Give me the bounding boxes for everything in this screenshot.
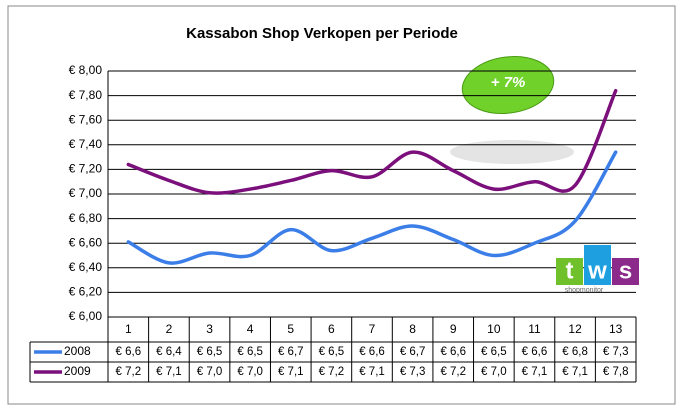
logo-tile (584, 245, 611, 285)
data-label: € 6,6 (440, 346, 466, 358)
data-label: € 7,2 (116, 366, 142, 378)
x-tick-label: 5 (287, 322, 294, 336)
data-label: € 7,2 (440, 366, 466, 378)
data-label: € 7,1 (562, 366, 588, 378)
data-label: € 6,5 (319, 346, 345, 358)
logo-letter: s (619, 257, 632, 284)
x-tick-label: 3 (206, 322, 213, 336)
data-label: € 7,8 (603, 366, 629, 378)
y-tick-label: € 7,40 (69, 137, 103, 151)
y-tick-label: € 6,60 (69, 235, 103, 249)
x-tick-label: 2 (166, 322, 173, 336)
logo-caption: shopmonitor (565, 287, 604, 294)
x-tick-label: 8 (409, 322, 416, 336)
y-tick-label: € 6,00 (69, 309, 103, 323)
data-label: € 6,4 (156, 346, 182, 358)
y-tick-label: € 6,80 (69, 211, 103, 225)
data-label: € 7,0 (237, 366, 263, 378)
data-label: € 7,0 (481, 366, 507, 378)
data-label: € 6,7 (278, 346, 304, 358)
data-label: € 7,0 (197, 366, 223, 378)
x-tick-label: 9 (450, 322, 457, 336)
y-tick-label: € 7,60 (69, 112, 103, 126)
logo-letter: w (587, 257, 607, 284)
data-label: € 7,3 (400, 366, 426, 378)
x-tick-label: 11 (528, 322, 541, 336)
y-tick-label: € 7,80 (69, 88, 103, 102)
x-tick-label: 12 (568, 322, 582, 336)
badge-shadow (450, 140, 574, 164)
x-tick-label: 4 (247, 322, 254, 336)
data-label: € 7,1 (278, 366, 304, 378)
x-tick-label: 10 (487, 322, 501, 336)
data-label: € 6,6 (359, 346, 385, 358)
data-label: € 7,1 (156, 366, 182, 378)
series-line (126, 88, 618, 195)
legend-label: 2009 (64, 364, 91, 378)
logo-letter: t (566, 257, 574, 284)
logo-tile (556, 258, 583, 285)
chart-title: Kassabon Shop Verkopen per Periode (186, 25, 458, 42)
data-label: € 7,2 (319, 366, 345, 378)
x-tick-label: 13 (609, 322, 623, 336)
badge-text: + 7% (491, 74, 526, 91)
y-tick-label: € 6,40 (69, 260, 103, 274)
data-label: € 6,8 (562, 346, 588, 358)
y-tick-label: € 7,00 (69, 186, 103, 200)
legend-label: 2008 (64, 344, 91, 358)
y-tick-label: € 7,20 (69, 162, 103, 176)
data-label: € 6,5 (237, 346, 263, 358)
data-label: € 7,3 (603, 346, 629, 358)
data-label: € 7,1 (359, 366, 385, 378)
data-label: € 7,1 (522, 366, 548, 378)
x-tick-label: 7 (369, 322, 376, 336)
y-tick-label: € 6,20 (69, 285, 103, 299)
data-label: € 6,6 (522, 346, 548, 358)
data-label: € 6,5 (481, 346, 507, 358)
series-line (126, 150, 618, 265)
data-label: € 6,6 (116, 346, 142, 358)
x-tick-label: 1 (125, 322, 132, 336)
data-label: € 6,7 (400, 346, 426, 358)
chart-frame (7, 5, 676, 405)
logo-tile (612, 258, 639, 285)
x-tick-label: 6 (328, 322, 335, 336)
data-label: € 6,5 (197, 346, 223, 358)
y-tick-label: € 8,00 (69, 63, 103, 77)
